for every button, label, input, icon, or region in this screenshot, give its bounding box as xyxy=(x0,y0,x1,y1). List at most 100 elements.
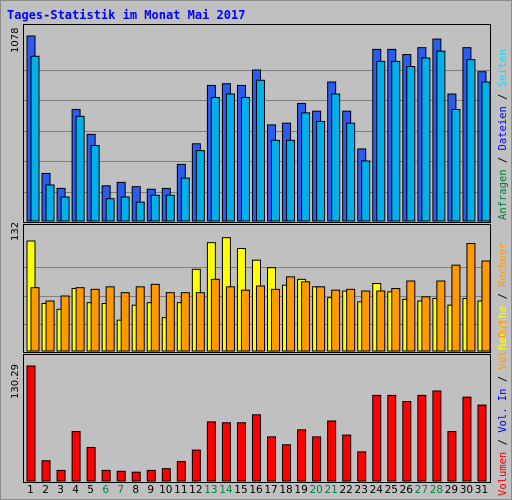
bar-dateien-day-2 xyxy=(45,184,55,222)
bar-dateien-day-11 xyxy=(180,177,190,222)
bar-rechner-day-25 xyxy=(391,288,401,352)
bar-dateien-day-6 xyxy=(105,198,115,222)
bar-volumen-day-16 xyxy=(251,414,261,482)
bar-volumen-day-9 xyxy=(146,469,156,482)
panel-hits-svg xyxy=(24,35,490,222)
bar-volumen-day-31 xyxy=(477,404,487,482)
bar-volumen-day-22 xyxy=(342,434,352,482)
bar-dateien-day-16 xyxy=(255,79,265,222)
legend-entry: Anfragen xyxy=(497,169,509,220)
x-tick-label: 1 xyxy=(27,484,34,496)
bar-rechner-day-8 xyxy=(135,286,145,352)
bar-rechner-day-19 xyxy=(301,281,311,352)
x-tick-label: 25 xyxy=(384,484,398,496)
x-tick-label: 5 xyxy=(87,484,94,496)
bar-volumen-day-19 xyxy=(297,429,307,482)
bar-volumen-day-3 xyxy=(56,469,66,482)
legend-separator: / xyxy=(497,150,509,170)
bar-dateien-day-7 xyxy=(120,196,130,222)
bar-dateien-day-23 xyxy=(361,160,371,222)
bar-dateien-day-12 xyxy=(195,150,205,222)
bar-rechner-day-9 xyxy=(150,283,160,352)
bar-volumen-day-15 xyxy=(236,422,246,482)
bar-rechner-day-24 xyxy=(376,290,386,352)
ymax-label-volumen: 130.29 xyxy=(10,364,21,399)
bar-rechner-day-15 xyxy=(240,289,250,352)
bar-volumen-day-21 xyxy=(327,420,337,482)
x-tick-label: 30 xyxy=(459,484,474,496)
x-tick-label: 17 xyxy=(264,484,278,496)
bar-volumen-day-4 xyxy=(71,431,81,482)
x-tick-label: 20 xyxy=(309,484,323,496)
bar-volumen-day-24 xyxy=(372,394,382,482)
bar-rechner-day-11 xyxy=(180,292,190,352)
bar-volumen-day-27 xyxy=(417,394,427,482)
x-tick-label: 24 xyxy=(369,484,383,496)
panel-hits xyxy=(23,24,491,223)
x-tick-label: 7 xyxy=(117,484,125,496)
bar-volumen-day-12 xyxy=(191,449,201,482)
bar-dateien-day-26 xyxy=(406,66,416,222)
bar-rechner-day-28 xyxy=(436,280,446,352)
bar-rechner-day-14 xyxy=(225,286,235,352)
x-tick-label: 19 xyxy=(294,484,308,496)
bar-volumen-day-29 xyxy=(447,431,457,482)
bar-dateien-day-30 xyxy=(466,59,476,222)
bar-volumen-day-2 xyxy=(41,460,51,482)
bar-dateien-day-31 xyxy=(481,81,490,222)
x-tick-label: 9 xyxy=(147,484,155,496)
bar-dateien-day-1 xyxy=(30,55,40,222)
x-tick-label: 4 xyxy=(72,484,79,496)
x-tick-label: 12 xyxy=(189,484,203,496)
bar-rechner-day-6 xyxy=(105,286,115,352)
x-tick-label: 13 xyxy=(204,484,218,496)
bar-volumen-day-5 xyxy=(86,446,96,482)
bar-rechner-day-20 xyxy=(316,286,326,352)
x-tick-label: 2 xyxy=(42,484,49,496)
x-tick-label: 18 xyxy=(279,484,293,496)
bar-dateien-day-3 xyxy=(60,196,70,222)
bar-dateien-day-20 xyxy=(316,120,326,222)
bar-rechner-day-10 xyxy=(165,292,175,352)
chart-title: Tages-Statistik im Monat Mai 2017 xyxy=(7,8,246,22)
bar-dateien-day-13 xyxy=(210,96,220,222)
x-tick-label: 3 xyxy=(57,484,64,496)
legend-separator: / xyxy=(497,432,509,452)
bar-rechner-day-31 xyxy=(481,260,490,352)
bar-dateien-day-10 xyxy=(165,194,175,222)
bar-rechner-day-13 xyxy=(210,278,220,352)
bar-volumen-day-7 xyxy=(116,470,126,482)
bar-volumen-day-6 xyxy=(101,469,111,482)
bar-volumen-day-8 xyxy=(131,471,141,482)
legend-separator: / xyxy=(497,87,509,107)
bar-dateien-day-22 xyxy=(346,122,356,222)
bar-rechner-day-2 xyxy=(45,300,55,352)
x-tick-label: 31 xyxy=(474,484,489,496)
bar-volumen-day-25 xyxy=(387,394,397,482)
legend-entry: Seiten xyxy=(497,49,509,88)
bar-volumen-day-13 xyxy=(206,421,216,482)
bar-volumen-day-14 xyxy=(221,422,231,482)
bar-rechner-day-22 xyxy=(346,288,356,352)
bar-volumen-day-17 xyxy=(267,436,277,482)
bar-dateien-day-15 xyxy=(240,96,250,222)
bar-volumen-day-26 xyxy=(402,401,412,482)
bar-dateien-day-17 xyxy=(271,139,281,222)
bar-rechner-day-23 xyxy=(361,290,371,352)
panel-visits xyxy=(23,224,491,353)
legend-separator: / xyxy=(497,286,509,306)
bar-volumen-day-1 xyxy=(26,365,36,482)
bar-volumen-day-30 xyxy=(462,396,472,482)
legend-entry: Rechner xyxy=(497,242,509,287)
x-tick-label: 26 xyxy=(399,484,413,496)
x-tick-label: 27 xyxy=(414,484,429,496)
x-tick-label: 6 xyxy=(102,484,110,496)
x-tick-label: 15 xyxy=(234,484,248,496)
x-tick-label: 23 xyxy=(354,484,368,496)
bar-dateien-day-24 xyxy=(376,60,386,222)
bar-volumen-day-11 xyxy=(176,461,186,482)
x-axis: 1 2 3 4 5 6 7 8 9 10 11 12 13 14 15 16 17 18 19 20 21 22 23 24 2… xyxy=(23,482,489,498)
bar-dateien-day-25 xyxy=(391,60,401,222)
legend-entry: Volumen xyxy=(497,451,509,496)
